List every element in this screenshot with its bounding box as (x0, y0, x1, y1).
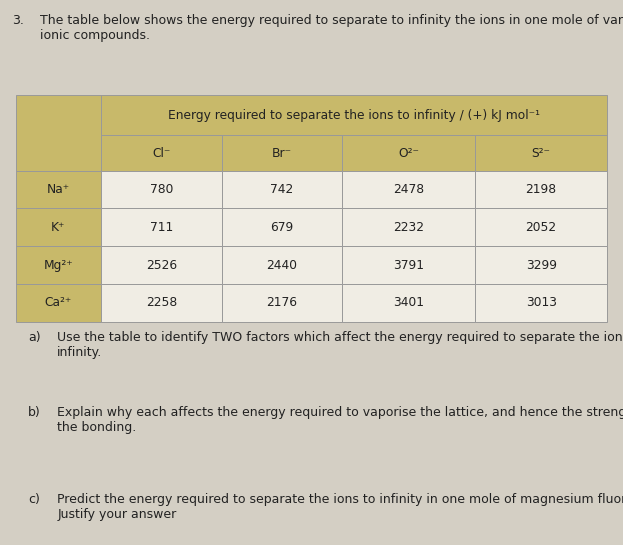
Text: c): c) (28, 493, 40, 506)
Text: Ca²⁺: Ca²⁺ (45, 296, 72, 309)
Text: S²⁻: S²⁻ (531, 147, 551, 160)
Text: 711: 711 (150, 221, 173, 234)
Text: Na⁺: Na⁺ (47, 183, 70, 196)
Text: 2478: 2478 (393, 183, 424, 196)
Text: a): a) (28, 331, 40, 344)
Text: 2526: 2526 (146, 258, 177, 271)
Text: Use the table to identify TWO factors which affect the energy required to separa: Use the table to identify TWO factors wh… (57, 331, 623, 359)
Text: O²⁻: O²⁻ (398, 147, 419, 160)
Text: Predict the energy required to separate the ions to infinity in one mole of magn: Predict the energy required to separate … (57, 493, 623, 521)
Text: The table below shows the energy required to separate to infinity the ions in on: The table below shows the energy require… (40, 14, 623, 41)
Text: Br⁻: Br⁻ (272, 147, 292, 160)
Text: 2176: 2176 (267, 296, 298, 309)
Text: K⁺: K⁺ (51, 221, 65, 234)
Text: 2052: 2052 (526, 221, 557, 234)
Text: 2232: 2232 (393, 221, 424, 234)
Text: 3401: 3401 (393, 296, 424, 309)
Text: 2440: 2440 (267, 258, 298, 271)
Text: Energy required to separate the ions to infinity / (+) kJ mol⁻¹: Energy required to separate the ions to … (168, 109, 540, 122)
Text: 2198: 2198 (526, 183, 557, 196)
Text: 780: 780 (150, 183, 173, 196)
Text: 742: 742 (270, 183, 293, 196)
Text: 2258: 2258 (146, 296, 177, 309)
Text: 3299: 3299 (526, 258, 557, 271)
Text: 3.: 3. (12, 14, 24, 27)
Text: 679: 679 (270, 221, 293, 234)
Text: Mg²⁺: Mg²⁺ (44, 258, 73, 271)
Text: Explain why each affects the energy required to vaporise the lattice, and hence : Explain why each affects the energy requ… (57, 406, 623, 434)
Text: 3791: 3791 (393, 258, 424, 271)
Text: b): b) (28, 406, 40, 419)
Text: 3013: 3013 (526, 296, 557, 309)
Text: Cl⁻: Cl⁻ (152, 147, 171, 160)
